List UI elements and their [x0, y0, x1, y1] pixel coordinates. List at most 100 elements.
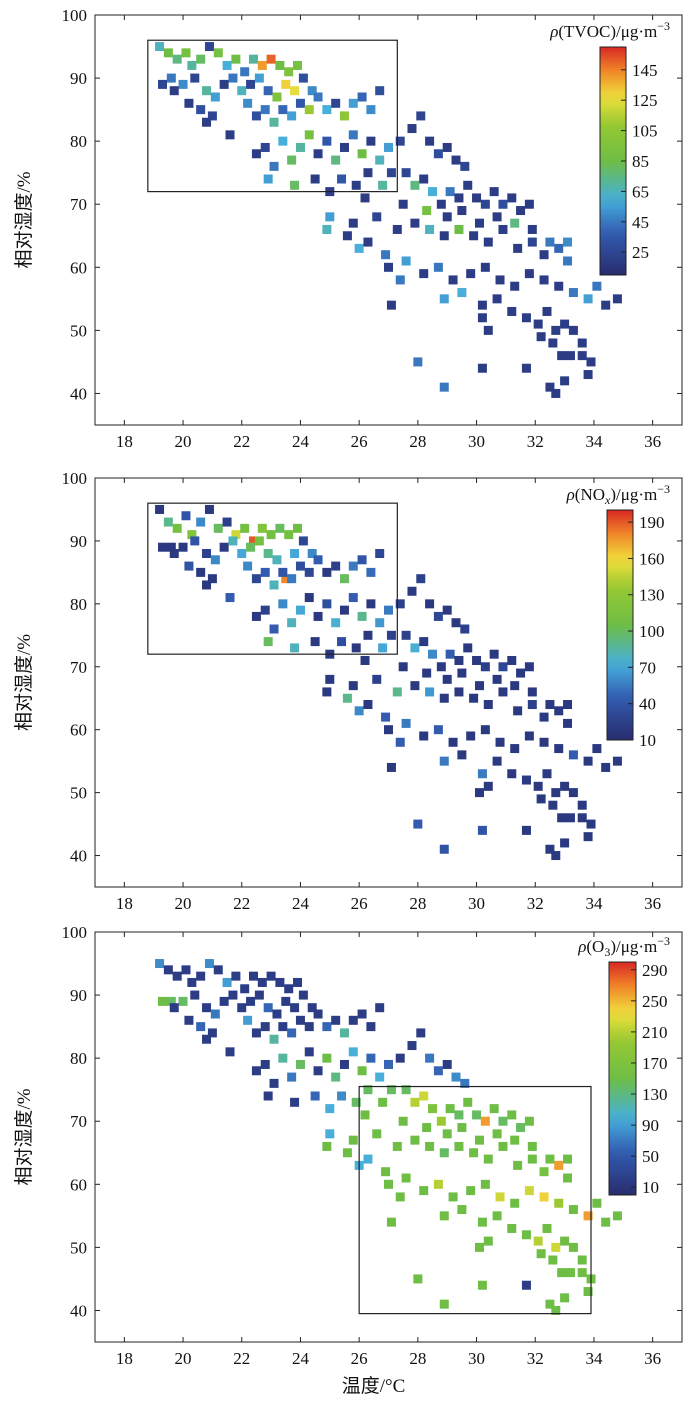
- scatter-point: [416, 1028, 426, 1038]
- scatter-point: [219, 996, 229, 1006]
- scatter-point: [454, 193, 464, 203]
- scatter-point: [448, 275, 458, 285]
- scatter-point: [348, 681, 358, 691]
- scatter-point: [483, 1154, 493, 1164]
- scatter-point: [577, 813, 587, 823]
- scatter-point: [536, 1249, 546, 1259]
- scatter-point: [348, 98, 358, 108]
- scatter-point: [551, 851, 561, 861]
- y-tick-label: 50: [70, 784, 87, 803]
- scatter-point: [477, 1280, 487, 1290]
- scatter-point: [322, 1022, 332, 1032]
- scatter-point: [295, 142, 305, 152]
- scatter-point: [498, 199, 508, 209]
- scatter-point: [263, 549, 273, 559]
- scatter-point: [568, 1242, 578, 1252]
- y-tick-label: 80: [70, 595, 87, 614]
- scatter-point: [363, 700, 373, 710]
- scatter-point: [524, 199, 534, 209]
- plot-frame: [94, 931, 683, 1343]
- scatter-point: [281, 574, 291, 584]
- scatter-point: [524, 1186, 534, 1196]
- scatter-point: [542, 769, 552, 779]
- scatter-point: [445, 187, 455, 197]
- scatter-point: [392, 1141, 402, 1151]
- scatter-point: [507, 1223, 517, 1233]
- scatter-point: [454, 687, 464, 697]
- scatter-point: [527, 1141, 537, 1151]
- scatter-point: [401, 1085, 411, 1095]
- scatter-point: [439, 382, 449, 392]
- colorbar-tick-label: 90: [642, 1116, 659, 1135]
- scatter-point: [257, 60, 267, 70]
- scatter-point: [557, 1268, 567, 1278]
- scatter-point: [521, 1280, 531, 1290]
- scatter-point: [466, 731, 476, 741]
- scatter-point: [219, 79, 229, 89]
- scatter-point: [439, 1299, 449, 1309]
- scatter-point: [366, 567, 376, 577]
- scatter-point: [228, 536, 238, 546]
- scatter-point: [477, 825, 487, 835]
- scatter-point: [375, 155, 385, 165]
- scatter-point: [360, 655, 370, 665]
- scatter-point: [251, 149, 261, 159]
- scatter-point: [586, 819, 596, 829]
- scatter-point: [254, 990, 264, 1000]
- scatter-point: [243, 561, 253, 571]
- y-tick-label: 90: [70, 69, 87, 88]
- scatter-point: [592, 744, 602, 754]
- scatter-point: [407, 1041, 417, 1051]
- scatter-point: [436, 662, 446, 672]
- scatter-point: [263, 1091, 273, 1101]
- scatter-point: [489, 649, 499, 659]
- scatter-point: [225, 130, 235, 140]
- scatter-point: [410, 1135, 420, 1145]
- scatter-point: [560, 781, 570, 791]
- scatter-point: [545, 700, 555, 710]
- scatter-point: [381, 712, 391, 722]
- scatter-point: [401, 1173, 411, 1183]
- scatter-point: [521, 775, 531, 785]
- scatter-point: [401, 168, 411, 178]
- plot-frame: [94, 14, 683, 426]
- scatter-point: [269, 1034, 279, 1044]
- scatter-point: [428, 1104, 438, 1114]
- scatter-point: [601, 762, 611, 772]
- scatter-point: [313, 149, 323, 159]
- scatter-point: [210, 92, 220, 102]
- scatter-point: [577, 338, 587, 348]
- scatter-point: [542, 306, 552, 316]
- scatter-point: [339, 1028, 349, 1038]
- scatter-point: [516, 1123, 526, 1133]
- scatter-point: [410, 681, 420, 691]
- scatter-point: [363, 1154, 373, 1164]
- scatter-point: [536, 794, 546, 804]
- scatter-point: [295, 1059, 305, 1069]
- x-tick-label: 36: [644, 1349, 661, 1368]
- scatter-point: [448, 1192, 458, 1202]
- scatter-point: [463, 643, 473, 653]
- scatter-point: [360, 193, 370, 203]
- scatter-point: [568, 788, 578, 798]
- scatter-point: [498, 687, 508, 697]
- scatter-point: [263, 174, 273, 184]
- scatter-point: [563, 700, 573, 710]
- scatter-point: [565, 351, 575, 361]
- scatter-point: [266, 530, 276, 540]
- scatter-point: [331, 1072, 341, 1082]
- scatter-point: [521, 825, 531, 835]
- scatter-point: [322, 1053, 332, 1063]
- scatter-point: [384, 262, 393, 272]
- scatter-point: [425, 136, 435, 146]
- scatter-point: [158, 542, 168, 552]
- scatter-point: [568, 325, 578, 335]
- scatter-point: [357, 611, 367, 621]
- scatter-point: [360, 1110, 370, 1120]
- colorbar-tick-label: 125: [632, 91, 658, 110]
- scatter-point: [284, 67, 294, 77]
- scatter-point: [342, 693, 352, 703]
- scatter-point: [363, 168, 373, 178]
- scatter-point: [495, 737, 505, 747]
